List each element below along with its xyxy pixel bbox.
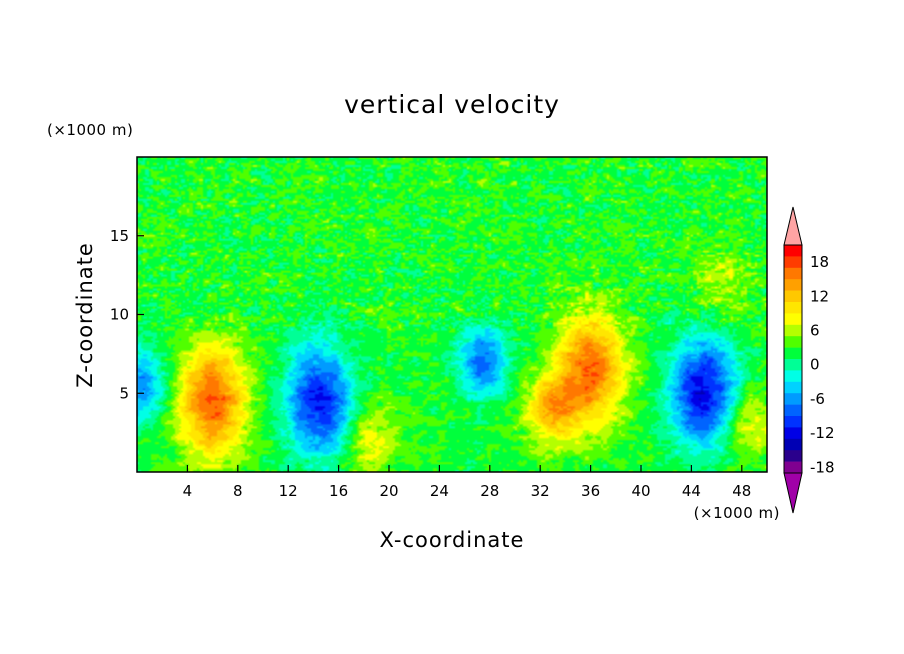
x-axis-label: X-coordinate [380,528,525,552]
y-tick-label: 15 [110,227,129,245]
colorbar-band [784,324,802,337]
colorbar-band [784,267,802,280]
colorbar-band [784,336,802,348]
x-tick-label: 20 [379,482,398,500]
x-tick-label: 44 [682,482,701,500]
x-tick-label: 12 [279,482,298,500]
x-tick-label: 28 [480,482,499,500]
colorbar-band [784,427,802,440]
colorbar-tick-label: 18 [810,253,829,271]
x-tick-label: 48 [732,482,751,500]
colorbar-band [784,404,802,417]
colorbar-frame [783,244,803,474]
x-tick-label: 8 [233,482,243,500]
x-axis-ticks: 4 8 12 16 20 24 28 32 36 40 44 48 [183,465,751,500]
x-tick-label: 24 [430,482,449,500]
colorbar-band [784,256,802,269]
chart-title: vertical velocity [344,90,560,119]
colorbar-band [784,381,802,394]
colorbar-band [784,370,802,383]
heatmap-plot [136,156,768,473]
y-axis-ticks: 5 10 15 [110,227,144,402]
y-unit-label: (×1000 m) [47,121,133,139]
colorbar-band [784,416,802,428]
colorbar-band [784,438,802,451]
colorbar-tick-label: -18 [810,458,835,476]
y-axis-label: Z-coordinate [73,242,97,388]
colorbar-max-arrow [783,206,803,246]
colorbar-band [784,461,802,474]
colorbar-band [784,279,802,291]
velocity-field [137,157,767,472]
y-tick-label: 5 [119,384,129,402]
x-tick-label: 16 [329,482,348,500]
colorbar-band [784,450,802,462]
x-tick-label: 4 [183,482,193,500]
colorbar-tick-label: -12 [810,424,835,442]
colorbar-tick-label: 0 [810,356,820,374]
colorbar-band [784,290,802,303]
colorbar-tick-label: 6 [810,322,820,340]
y-tick-label: 10 [110,306,129,324]
colorbar-band [784,393,802,405]
colorbar-tick-label: 12 [810,287,829,305]
colorbar-band [784,302,802,314]
x-unit-label: (×1000 m) [694,504,780,522]
x-tick-label: 36 [581,482,600,500]
colorbar-tick-label: -6 [810,390,825,408]
colorbar: 18 12 6 0 -6 -12 -18 [783,206,835,514]
x-tick-label: 40 [631,482,650,500]
colorbar-band [784,347,802,360]
colorbar-band [784,245,802,257]
colorbar-band [784,313,802,326]
colorbar-min-arrow [783,472,803,514]
colorbar-band [784,359,802,371]
x-tick-label: 32 [531,482,550,500]
